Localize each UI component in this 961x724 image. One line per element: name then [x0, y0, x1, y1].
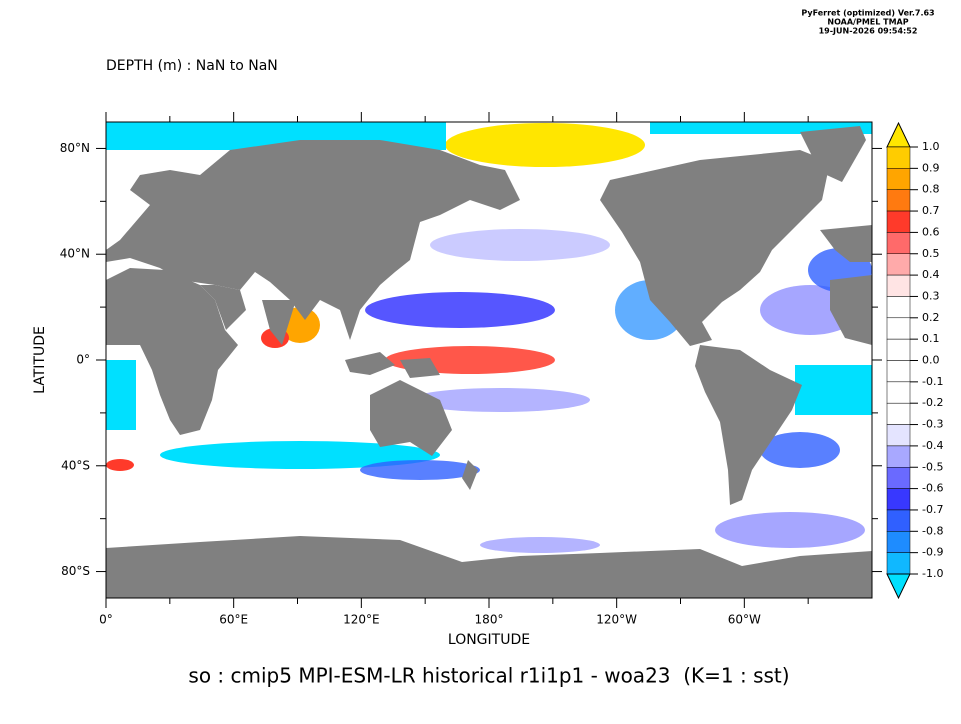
colorbar-label: -0.1	[922, 375, 943, 388]
europe-west	[820, 225, 872, 262]
field-blob	[106, 459, 134, 471]
antarctica	[106, 536, 872, 598]
colorbar-box	[886, 296, 911, 319]
plot-title: DEPTH (m) : NaN to NaN	[106, 58, 278, 74]
colorbar-box	[886, 274, 911, 297]
x-tick-label: 0°	[99, 613, 113, 627]
y-tick-label: 40°N	[60, 247, 90, 261]
colorbar-box	[886, 509, 911, 532]
colorbar-box	[886, 253, 911, 276]
colorbar-label: -0.5	[922, 460, 943, 473]
colorbar-label: -0.7	[922, 503, 943, 516]
colorbar-box	[886, 168, 911, 190]
colorbar-box	[886, 445, 911, 468]
colorbar-label: 0.8	[922, 183, 940, 196]
x-axis-label: LONGITUDE	[448, 632, 530, 648]
stamp-line: NOAA/PMEL TMAP	[827, 18, 908, 27]
field-blob	[715, 512, 865, 548]
x-tick-label: 120°W	[596, 613, 637, 627]
colorbar-box	[886, 317, 911, 340]
colorbar-label: -0.8	[922, 524, 943, 537]
arabia	[200, 285, 246, 330]
colorbar-label: 0.9	[922, 161, 940, 174]
y-tick-label: 0°	[76, 353, 90, 367]
stamp-line: PyFerret (optimized) Ver.7.63	[801, 9, 934, 18]
indonesia	[345, 352, 395, 375]
y-tick-label: 80°N	[60, 141, 90, 155]
field-blob	[480, 537, 600, 553]
field-blob	[160, 441, 440, 469]
colorbar-box	[886, 424, 911, 447]
colorbar-box	[886, 488, 911, 511]
colorbar-box	[886, 232, 911, 254]
footer-title: so : cmip5 MPI-ESM-LR historical r1i1p1 …	[188, 664, 789, 688]
x-tick-label: 120°E	[343, 613, 380, 627]
greenland	[800, 126, 866, 182]
x-tick-label: 60°E	[219, 613, 248, 627]
eurasia	[106, 140, 520, 340]
colorbar-box	[886, 402, 911, 425]
field-blob	[410, 388, 590, 412]
colorbar-label: 0.2	[922, 311, 940, 324]
colorbar-label: 0.5	[922, 247, 940, 260]
colorbar-extend	[886, 573, 911, 600]
axes: 0° 60°E 120°E 180° 120°W 60°W 80°N 40°N 0° 40°S 80…	[60, 112, 882, 627]
field-blob	[760, 432, 840, 468]
colorbar-box	[886, 146, 911, 169]
australia	[370, 380, 452, 456]
y-axis-label: LATITUDE	[32, 326, 48, 394]
colorbar-label: 0.3	[922, 289, 940, 302]
colorbar-label: -0.9	[922, 546, 943, 559]
field-blob	[445, 123, 645, 167]
colorbar-box	[886, 360, 911, 383]
field-blob	[360, 460, 480, 480]
colorbar-box	[886, 531, 911, 553]
field-blob	[365, 292, 555, 328]
colorbar-label: 0.1	[922, 332, 940, 345]
colorbar-label: 0.4	[922, 268, 940, 281]
map-field	[105, 121, 873, 599]
colorbar-label: 0.6	[922, 225, 940, 238]
y-tick-label: 40°S	[61, 458, 90, 472]
y-tick-label: 80°S	[61, 564, 90, 578]
x-tick-label: 180°	[475, 613, 504, 627]
colorbar-label: -0.4	[922, 439, 943, 452]
colorbar-label: -1.0	[922, 567, 943, 580]
south-america	[695, 345, 802, 505]
colorbar: 1.0 0.9 0.8 0.7 0.6 0.5 0.4 0.3 0.2 0.1 0.0 -0.1 -0.…	[886, 121, 943, 600]
colorbar-box	[886, 467, 911, 489]
colorbar-label: -0.2	[922, 396, 943, 409]
colorbar-box	[886, 189, 911, 212]
new-guinea	[400, 358, 440, 378]
colorbar-box	[886, 552, 911, 575]
land	[106, 126, 872, 598]
colorbar-label: -0.3	[922, 418, 943, 431]
stamp-line: 19-JUN-2026 09:54:52	[819, 27, 918, 36]
field-blob	[106, 360, 136, 430]
india	[262, 300, 296, 345]
colorbar-box	[886, 381, 911, 404]
colorbar-label: 1.0	[922, 140, 940, 153]
africa-west	[830, 275, 872, 345]
africa	[106, 268, 238, 435]
colorbar-label: -0.6	[922, 482, 943, 495]
colorbar-label: 0.7	[922, 204, 940, 217]
field-blob	[430, 229, 610, 261]
field-blob	[795, 365, 872, 415]
colorbar-label: 0.0	[922, 354, 940, 367]
new-zealand	[462, 460, 478, 490]
colorbar-extend	[886, 121, 911, 148]
north-america	[600, 150, 830, 346]
colorbar-box	[886, 338, 911, 361]
colorbar-box	[886, 210, 911, 233]
x-tick-label: 60°W	[728, 613, 761, 627]
